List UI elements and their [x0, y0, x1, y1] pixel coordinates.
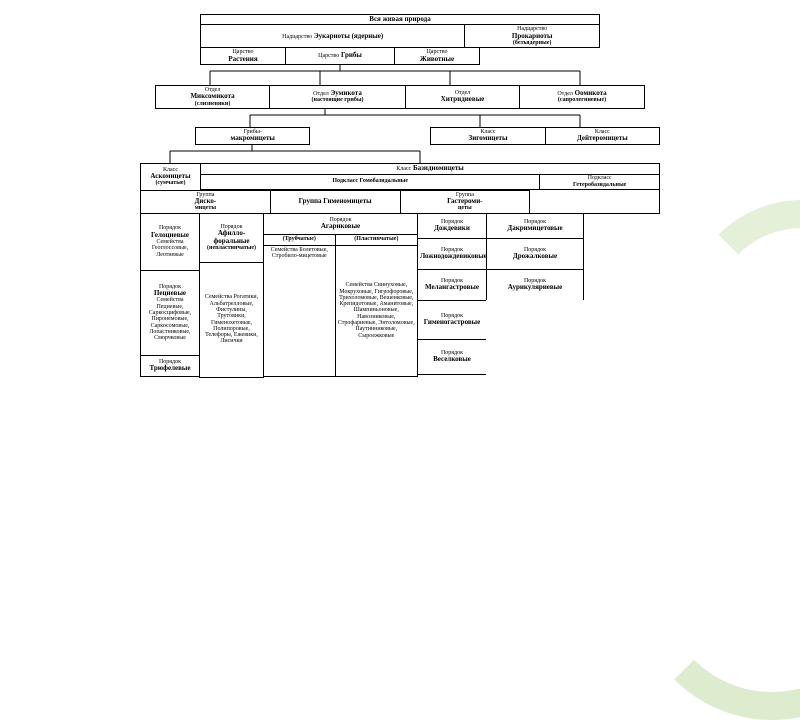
box-tubular-families: Семейства Болетовые, Стробило-мицетовые — [263, 245, 336, 377]
box-aphyllophorales: ПорядокАфилло-форальные(непластинчатые) — [199, 213, 264, 263]
box-myxomycota: ОтделМиксомикота(слизневики) — [155, 85, 270, 109]
box-hymenogastrales: ПорядокГименогастровые — [417, 300, 487, 340]
box-oomycota: Отдел Оомикота (сапролегниевые) — [519, 85, 645, 109]
box-phallales: ПорядокВеселковые — [417, 339, 487, 375]
box-animals: ЦарствоЖивотные — [394, 47, 480, 65]
box-pezizales: ПорядокПециевыеСемейства Пециевые, Сарко… — [140, 270, 200, 356]
box-fungi: Царство Грибы — [285, 47, 395, 65]
connector-eumycota — [140, 109, 660, 127]
box-aphyll-families: Семейства Рогатики, Альбатрелловые, Фист… — [199, 262, 264, 378]
box-homobasidial: Подкласс Гомобазидальные — [200, 174, 540, 190]
box-melanogastrales: ПорядокМелангастровые — [417, 269, 487, 301]
box-helotiales: ПорядокГелоциевыеСемейства Геоглоссовые,… — [140, 213, 200, 271]
box-heterobasidial-ext — [529, 190, 660, 214]
box-dacrymycetales: ПорядокДакримицетовые — [486, 213, 584, 239]
box-deuteromycetes: КлассДейтеромицеты — [545, 127, 660, 145]
box-discomycetes: ГруппаДиско-мицеты — [140, 190, 271, 214]
box-macromycetes: Грибы-макромицеты — [195, 127, 310, 145]
box-plants: ЦарствоРастения — [200, 47, 286, 65]
box-heterobasidial: ПодклассГетеробазидальные — [539, 174, 660, 190]
box-zygomycetes: КлассЗигомицеты — [430, 127, 545, 145]
box-auriculariales: ПорядокАурикуляриевые — [486, 269, 584, 301]
connector-macro — [140, 145, 660, 163]
box-agaricales: ПорядокАгариковые — [263, 213, 418, 235]
box-ascomycetes: КлассАскомицеты(сумчатые) — [140, 163, 201, 191]
box-tuberales: ПорядокТрюфелевые — [140, 355, 200, 377]
box-sclerodermatales: ПорядокЛожнодождевиковые — [417, 238, 487, 270]
box-lamellar-families: Семейства Свинуховые, Мокруховые, Гигроф… — [335, 245, 418, 377]
label: Вся живая природа — [203, 16, 597, 23]
box-eukaryota: Надцарство Эукариоты (ядерные) — [200, 24, 465, 48]
box-eumycota: Отдел Эумикота (настоящие грибы) — [269, 85, 406, 109]
taxonomy-diagram: Вся живая природа Надцарство Эукариоты (… — [140, 14, 660, 378]
box-lycoperdales: ПорядокДождевики — [417, 213, 487, 239]
box-tremellales: ПорядокДрожалковые — [486, 238, 584, 270]
box-chytridiomycota: ОтделХитридиевые — [405, 85, 520, 109]
box-gasteromycetes: ГруппаГастероми-цеты — [400, 190, 531, 214]
connector-fungi-divisions — [140, 65, 660, 85]
box-hymenomycetes: Группа Гименомицеты — [270, 190, 401, 214]
box-prokaryota: Надцарство Прокариоты (безъядерные) — [464, 24, 600, 48]
